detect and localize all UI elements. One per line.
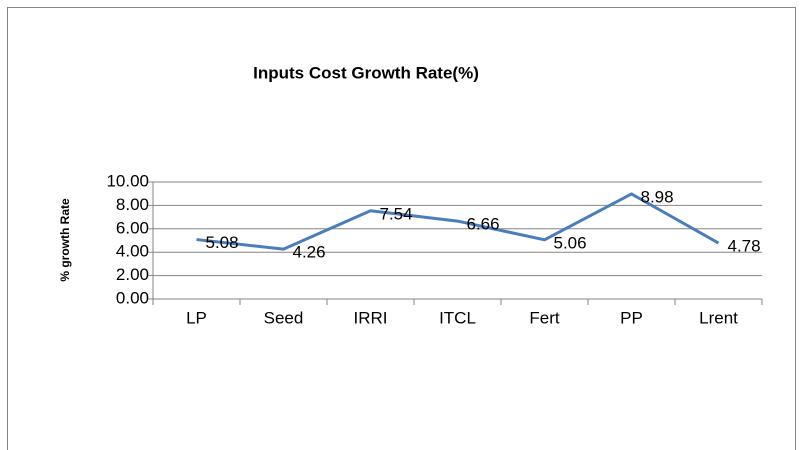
x-tick-label: PP bbox=[620, 308, 643, 327]
x-tick-label: Fert bbox=[529, 308, 560, 327]
chart-title: Inputs Cost Growth Rate(%) bbox=[253, 63, 479, 82]
data-label: 8.98 bbox=[641, 187, 674, 206]
x-tick-label: LP bbox=[186, 308, 207, 327]
y-tick-label: 8.00 bbox=[116, 195, 149, 214]
data-label: 7.54 bbox=[380, 204, 413, 223]
data-line bbox=[196, 192, 720, 251]
y-axis-label: % growth Rate bbox=[58, 198, 72, 282]
data-label: 5.08 bbox=[206, 233, 239, 252]
x-tick-label: Seed bbox=[264, 308, 304, 327]
y-tick-label: 6.00 bbox=[116, 218, 149, 237]
y-tick-label: 2.00 bbox=[116, 265, 149, 284]
data-label: 6.66 bbox=[467, 215, 500, 234]
y-tick-label: 0.00 bbox=[116, 288, 149, 307]
x-tick-label: Lrent bbox=[699, 308, 738, 327]
data-label: 5.06 bbox=[554, 233, 587, 252]
x-tick-label: ITCL bbox=[439, 308, 476, 327]
y-tick-label: 4.00 bbox=[116, 242, 149, 261]
y-tick-label: 10.00 bbox=[106, 171, 149, 190]
data-label: 4.26 bbox=[293, 243, 326, 262]
x-tick-label: IRRI bbox=[354, 308, 388, 327]
data-label: 4.78 bbox=[728, 237, 761, 256]
